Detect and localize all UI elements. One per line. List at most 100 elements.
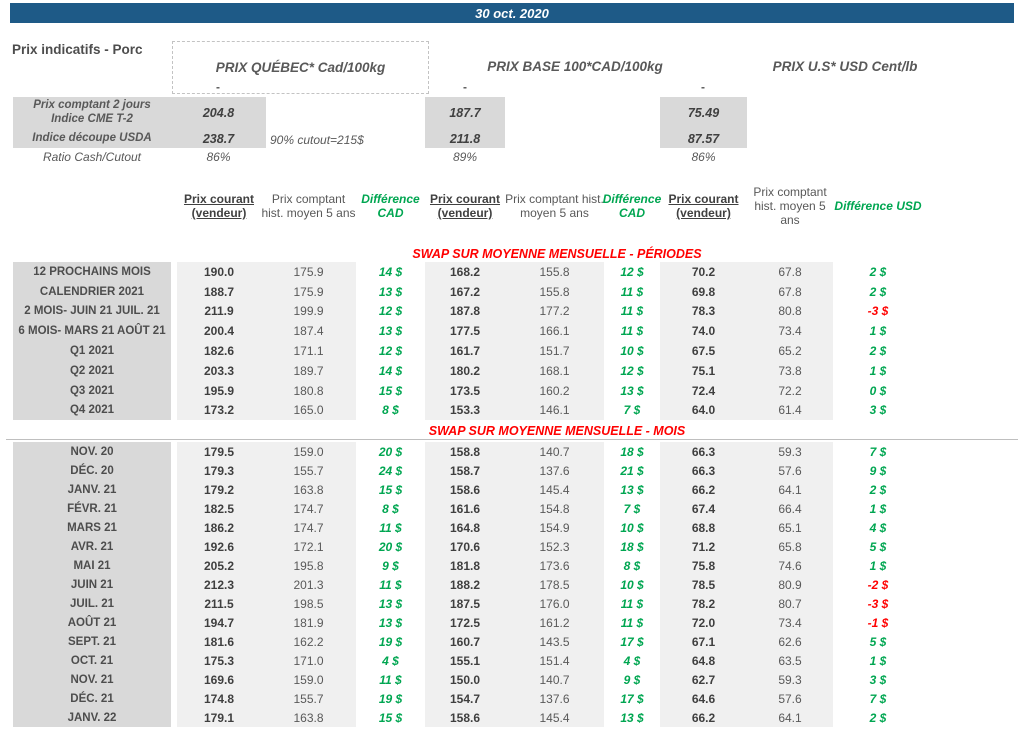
diff-cell: 13 $ xyxy=(604,708,660,727)
diff-cell: 7 $ xyxy=(604,400,660,421)
empty-header-cell xyxy=(13,170,171,244)
value-cell: 62.6 xyxy=(747,632,833,651)
value-cell: 161.7 xyxy=(425,341,505,361)
value-cell: 203.3 xyxy=(177,360,261,381)
value-cell: 160.2 xyxy=(505,380,604,401)
value-cell: 137.6 xyxy=(505,689,604,708)
value-cell: 152.3 xyxy=(505,537,604,556)
periods-section-header: SWAP SUR MOYENNE MENSUELLE - PÉRIODES xyxy=(412,247,702,261)
row-label: AOÛT 21 xyxy=(13,613,171,632)
diff-cell: 13 $ xyxy=(604,480,660,499)
row-label: JUIN 21 xyxy=(13,575,171,594)
us-spot-value: 75.49 xyxy=(687,106,720,120)
value-cell: 190.0 xyxy=(177,262,261,282)
column-spacer xyxy=(171,360,177,381)
value-cell: 171.1 xyxy=(261,341,356,361)
value-cell: 187.5 xyxy=(425,594,505,613)
value-cell: 68.8 xyxy=(660,518,747,537)
value-cell: 205.2 xyxy=(177,556,261,575)
value-cell: 159.0 xyxy=(261,442,356,461)
header-hist-base: Prix comptant hist. moyen 5 ans xyxy=(505,192,604,220)
value-cell: 172.5 xyxy=(425,613,505,632)
report-date: 30 oct. 2020 xyxy=(475,5,549,21)
row-label: Q3 2021 xyxy=(13,380,171,401)
column-spacer xyxy=(171,461,177,480)
diff-cell: 24 $ xyxy=(356,461,425,480)
diff-cell: 2 $ xyxy=(833,480,923,499)
value-cell: 65.2 xyxy=(747,341,833,361)
diff-cell: 21 $ xyxy=(604,461,660,480)
diff-cell: 13 $ xyxy=(356,613,425,632)
value-cell: 176.0 xyxy=(505,594,604,613)
value-cell: 74.6 xyxy=(747,556,833,575)
months-section-header: SWAP SUR MOYENNE MENSUELLE - MOIS xyxy=(428,424,686,438)
value-cell: 151.7 xyxy=(505,341,604,361)
column-spacer xyxy=(171,281,177,302)
diff-cell: 7 $ xyxy=(833,442,923,461)
row-label: FÉVR. 21 xyxy=(13,499,171,518)
value-cell: 80.9 xyxy=(747,575,833,594)
table-row: OCT. 21 175.3 171.0 4 $155.1 151.4 4 $64.8 63.… xyxy=(13,651,923,670)
diff-cell: 0 $ xyxy=(833,380,923,401)
value-cell: 154.9 xyxy=(505,518,604,537)
table-row: AVR. 21 192.6 172.1 20 $170.6 152.3 18 $71.2 6… xyxy=(13,537,923,556)
diff-cell: -1 $ xyxy=(833,613,923,632)
value-cell: 151.4 xyxy=(505,651,604,670)
value-cell: 67.4 xyxy=(660,499,747,518)
value-cell: 71.2 xyxy=(660,537,747,556)
diff-cell: 11 $ xyxy=(604,594,660,613)
column-spacer xyxy=(171,632,177,651)
diff-cell: 9 $ xyxy=(604,670,660,689)
value-cell: 80.8 xyxy=(747,301,833,322)
diff-cell: 11 $ xyxy=(604,301,660,322)
diff-cell: 17 $ xyxy=(604,689,660,708)
header-diff-cad-quebec: Différence CAD xyxy=(361,192,420,220)
table-row: Q3 2021 195.9 180.8 15 $173.5 160.2 13 $72.4 7… xyxy=(13,380,923,401)
diff-cell: 11 $ xyxy=(604,321,660,342)
diff-cell: 17 $ xyxy=(604,632,660,651)
value-cell: 175.9 xyxy=(261,281,356,302)
value-cell: 179.5 xyxy=(177,442,261,461)
table-row: 6 MOIS- MARS 21 AOÛT 21 200.4 187.4 13 $177… xyxy=(13,321,923,342)
diff-cell: 11 $ xyxy=(356,575,425,594)
value-cell: 64.1 xyxy=(747,708,833,727)
base-ratio-value: 89% xyxy=(452,150,478,164)
column-spacer xyxy=(171,499,177,518)
value-cell: 164.8 xyxy=(425,518,505,537)
column-spacer xyxy=(171,556,177,575)
value-cell: 211.9 xyxy=(177,301,261,322)
row-label: NOV. 20 xyxy=(13,442,171,461)
value-cell: 174.7 xyxy=(261,499,356,518)
diff-cell: 13 $ xyxy=(604,380,660,401)
value-cell: 137.6 xyxy=(505,461,604,480)
table-row: MAI 21 205.2 195.8 9 $181.8 173.6 8 $75.8 74.6… xyxy=(13,556,923,575)
value-cell: 65.8 xyxy=(747,537,833,556)
diff-cell: -3 $ xyxy=(833,301,923,322)
page-title: Prix indicatifs - Porc xyxy=(12,42,143,57)
column-spacer xyxy=(171,594,177,613)
diff-cell: 3 $ xyxy=(833,400,923,421)
diff-cell: 7 $ xyxy=(833,689,923,708)
value-cell: 57.6 xyxy=(747,689,833,708)
value-cell: 64.1 xyxy=(747,480,833,499)
quebec-ratio-value: 86% xyxy=(206,150,231,164)
diff-cell: 11 $ xyxy=(356,518,425,537)
table-row: SEPT. 21 181.6 162.2 19 $160.7 143.5 17 $67.1… xyxy=(13,632,923,651)
value-cell: 200.4 xyxy=(177,321,261,342)
column-spacer xyxy=(171,341,177,361)
value-cell: 158.6 xyxy=(425,480,505,499)
value-cell: 66.4 xyxy=(747,499,833,518)
diff-cell: 12 $ xyxy=(356,341,425,361)
quebec-cutout-value: 238.7 xyxy=(202,131,235,146)
column-spacer xyxy=(171,518,177,537)
diff-cell: 19 $ xyxy=(356,632,425,651)
value-cell: 78.3 xyxy=(660,301,747,322)
value-cell: 179.3 xyxy=(177,461,261,480)
value-cell: 158.8 xyxy=(425,442,505,461)
value-cell: 154.7 xyxy=(425,689,505,708)
table-row: Q4 2021 173.2 165.0 8 $153.3 146.1 7 $64.0 61.… xyxy=(13,400,923,421)
value-cell: 186.2 xyxy=(177,518,261,537)
value-cell: 163.8 xyxy=(261,708,356,727)
value-cell: 154.8 xyxy=(505,499,604,518)
row-label: 2 MOIS- JUIN 21 JUIL. 21 xyxy=(13,301,171,322)
